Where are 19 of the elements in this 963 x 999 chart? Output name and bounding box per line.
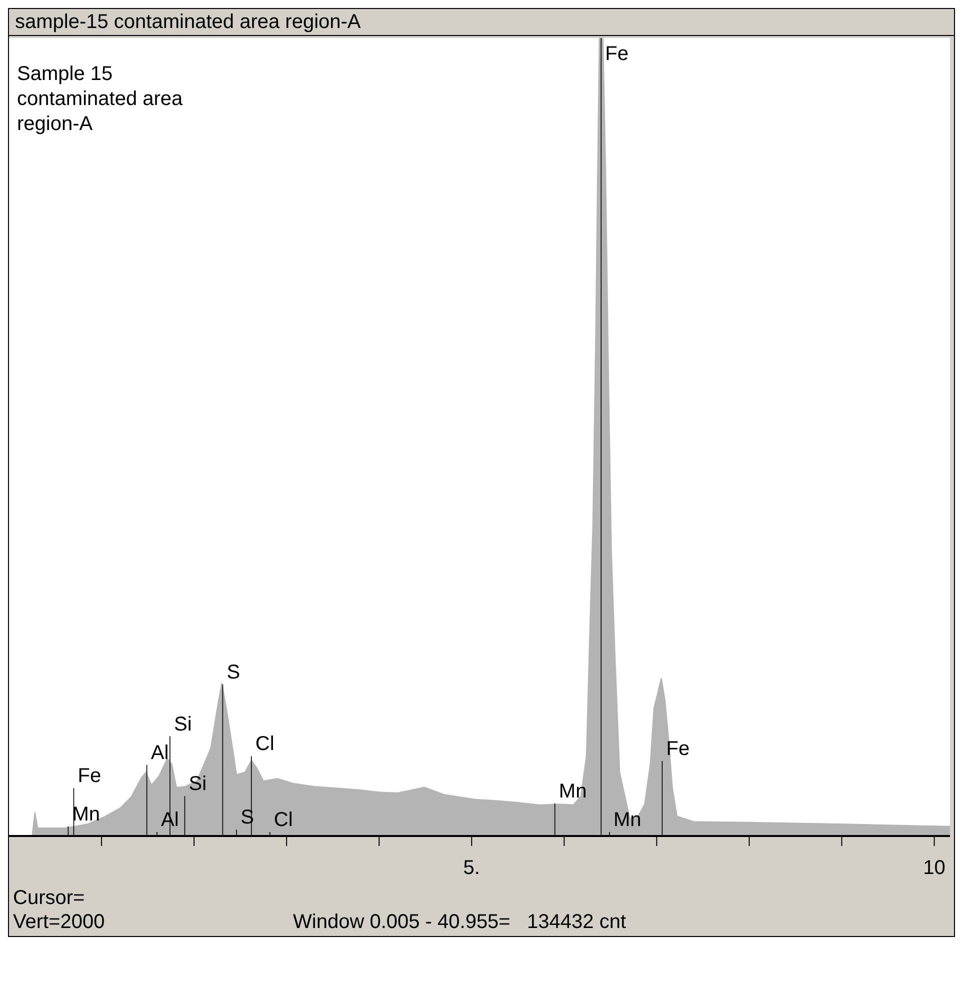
chart-title: sample-15 contaminated area region-A bbox=[9, 9, 954, 36]
annotation: Si bbox=[188, 773, 207, 796]
annotation: Mn bbox=[614, 809, 642, 832]
text: Cursor= bbox=[13, 886, 86, 910]
annotation: Cl bbox=[274, 809, 293, 832]
annotation: Al bbox=[150, 742, 169, 764]
text: Window 0.005 - 40.955= 134432 cnt bbox=[293, 910, 626, 934]
x-tick-label: 10 bbox=[923, 857, 946, 880]
annotation: Mn bbox=[72, 803, 100, 826]
text: Vert=2000 bbox=[13, 910, 106, 934]
annotation: Fe bbox=[666, 738, 690, 760]
annotation: Fe bbox=[605, 43, 629, 65]
annotation: S bbox=[226, 661, 240, 684]
annotation: Fe bbox=[78, 765, 102, 788]
annotation: Cl bbox=[255, 733, 274, 756]
annotation: Mn bbox=[558, 780, 587, 802]
annotation: Si bbox=[174, 713, 192, 736]
text: Sample 15 contaminated area region-A bbox=[17, 63, 184, 135]
x-tick-label: 5. bbox=[463, 857, 480, 880]
